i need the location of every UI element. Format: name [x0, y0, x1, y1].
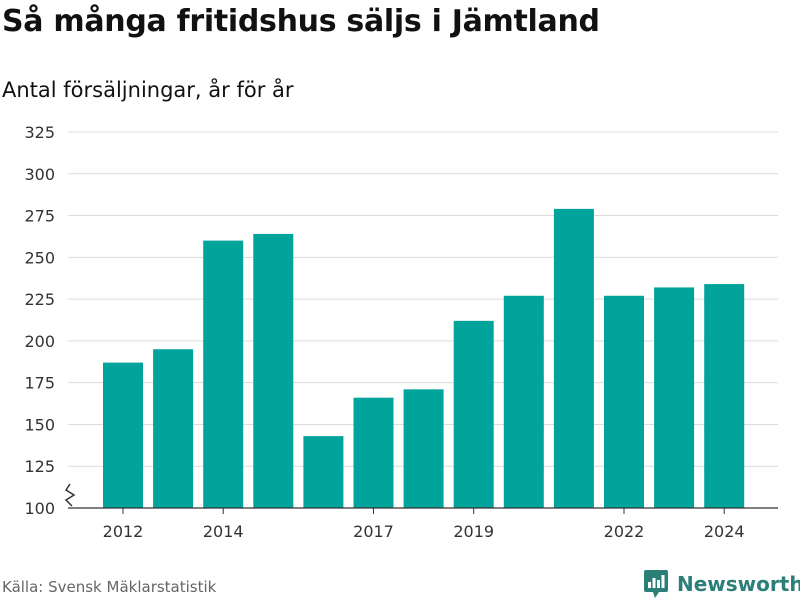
brand-logo: Newsworthy — [643, 568, 800, 600]
bar-2012 — [103, 362, 143, 508]
x-tick-label-2022: 2022 — [604, 522, 645, 541]
axis-break-icon — [64, 483, 76, 507]
y-tick-label-225: 225 — [24, 290, 55, 309]
y-tick-label-125: 125 — [24, 457, 55, 476]
x-tick-label-2024: 2024 — [704, 522, 745, 541]
x-tick-label-2017: 2017 — [353, 522, 394, 541]
bar-2021 — [553, 208, 594, 509]
axis-break-zigzag — [64, 483, 76, 507]
chart-title: Så många fritidshus säljs i Jämtland — [2, 4, 600, 39]
y-tick-label-250: 250 — [24, 248, 55, 267]
x-tick-label-2019: 2019 — [453, 522, 494, 541]
x-tick-label-2012: 2012 — [103, 522, 144, 541]
bar-2015 — [253, 233, 294, 508]
y-axis-ticks: 100 125 150 175 200 225 250 275 300 325 — [24, 123, 55, 518]
y-tick-label-325: 325 — [24, 123, 55, 142]
brand-name: Newsworthy — [677, 572, 800, 596]
bar-2019 — [453, 320, 494, 508]
chart-subtitle: Antal försäljningar, år för år — [2, 78, 294, 102]
y-tick-label-150: 150 — [24, 415, 55, 434]
y-tick-label-300: 300 — [24, 165, 55, 184]
bar-2023 — [654, 287, 695, 508]
x-tick-label-2014: 2014 — [203, 522, 244, 541]
source-note: Källa: Svensk Mäklarstatistik — [2, 578, 217, 596]
y-tick-label-275: 275 — [24, 207, 55, 226]
x-axis-ticks: 2012 2014 2017 2019 2022 2024 — [103, 508, 745, 541]
bar-2024 — [704, 284, 745, 508]
bar-2016 — [303, 436, 344, 508]
newsworthy-logo-icon — [644, 570, 668, 598]
bar-2014 — [203, 240, 244, 508]
bar-2022 — [604, 295, 644, 508]
y-tick-label-200: 200 — [24, 332, 55, 351]
bar-2017 — [353, 397, 394, 508]
bar-2020 — [503, 295, 544, 508]
y-tick-label-100: 100 — [24, 499, 55, 518]
bar-2013 — [153, 349, 194, 508]
bars — [103, 208, 745, 509]
y-tick-label-175: 175 — [24, 374, 55, 393]
bar-2018 — [403, 389, 444, 508]
